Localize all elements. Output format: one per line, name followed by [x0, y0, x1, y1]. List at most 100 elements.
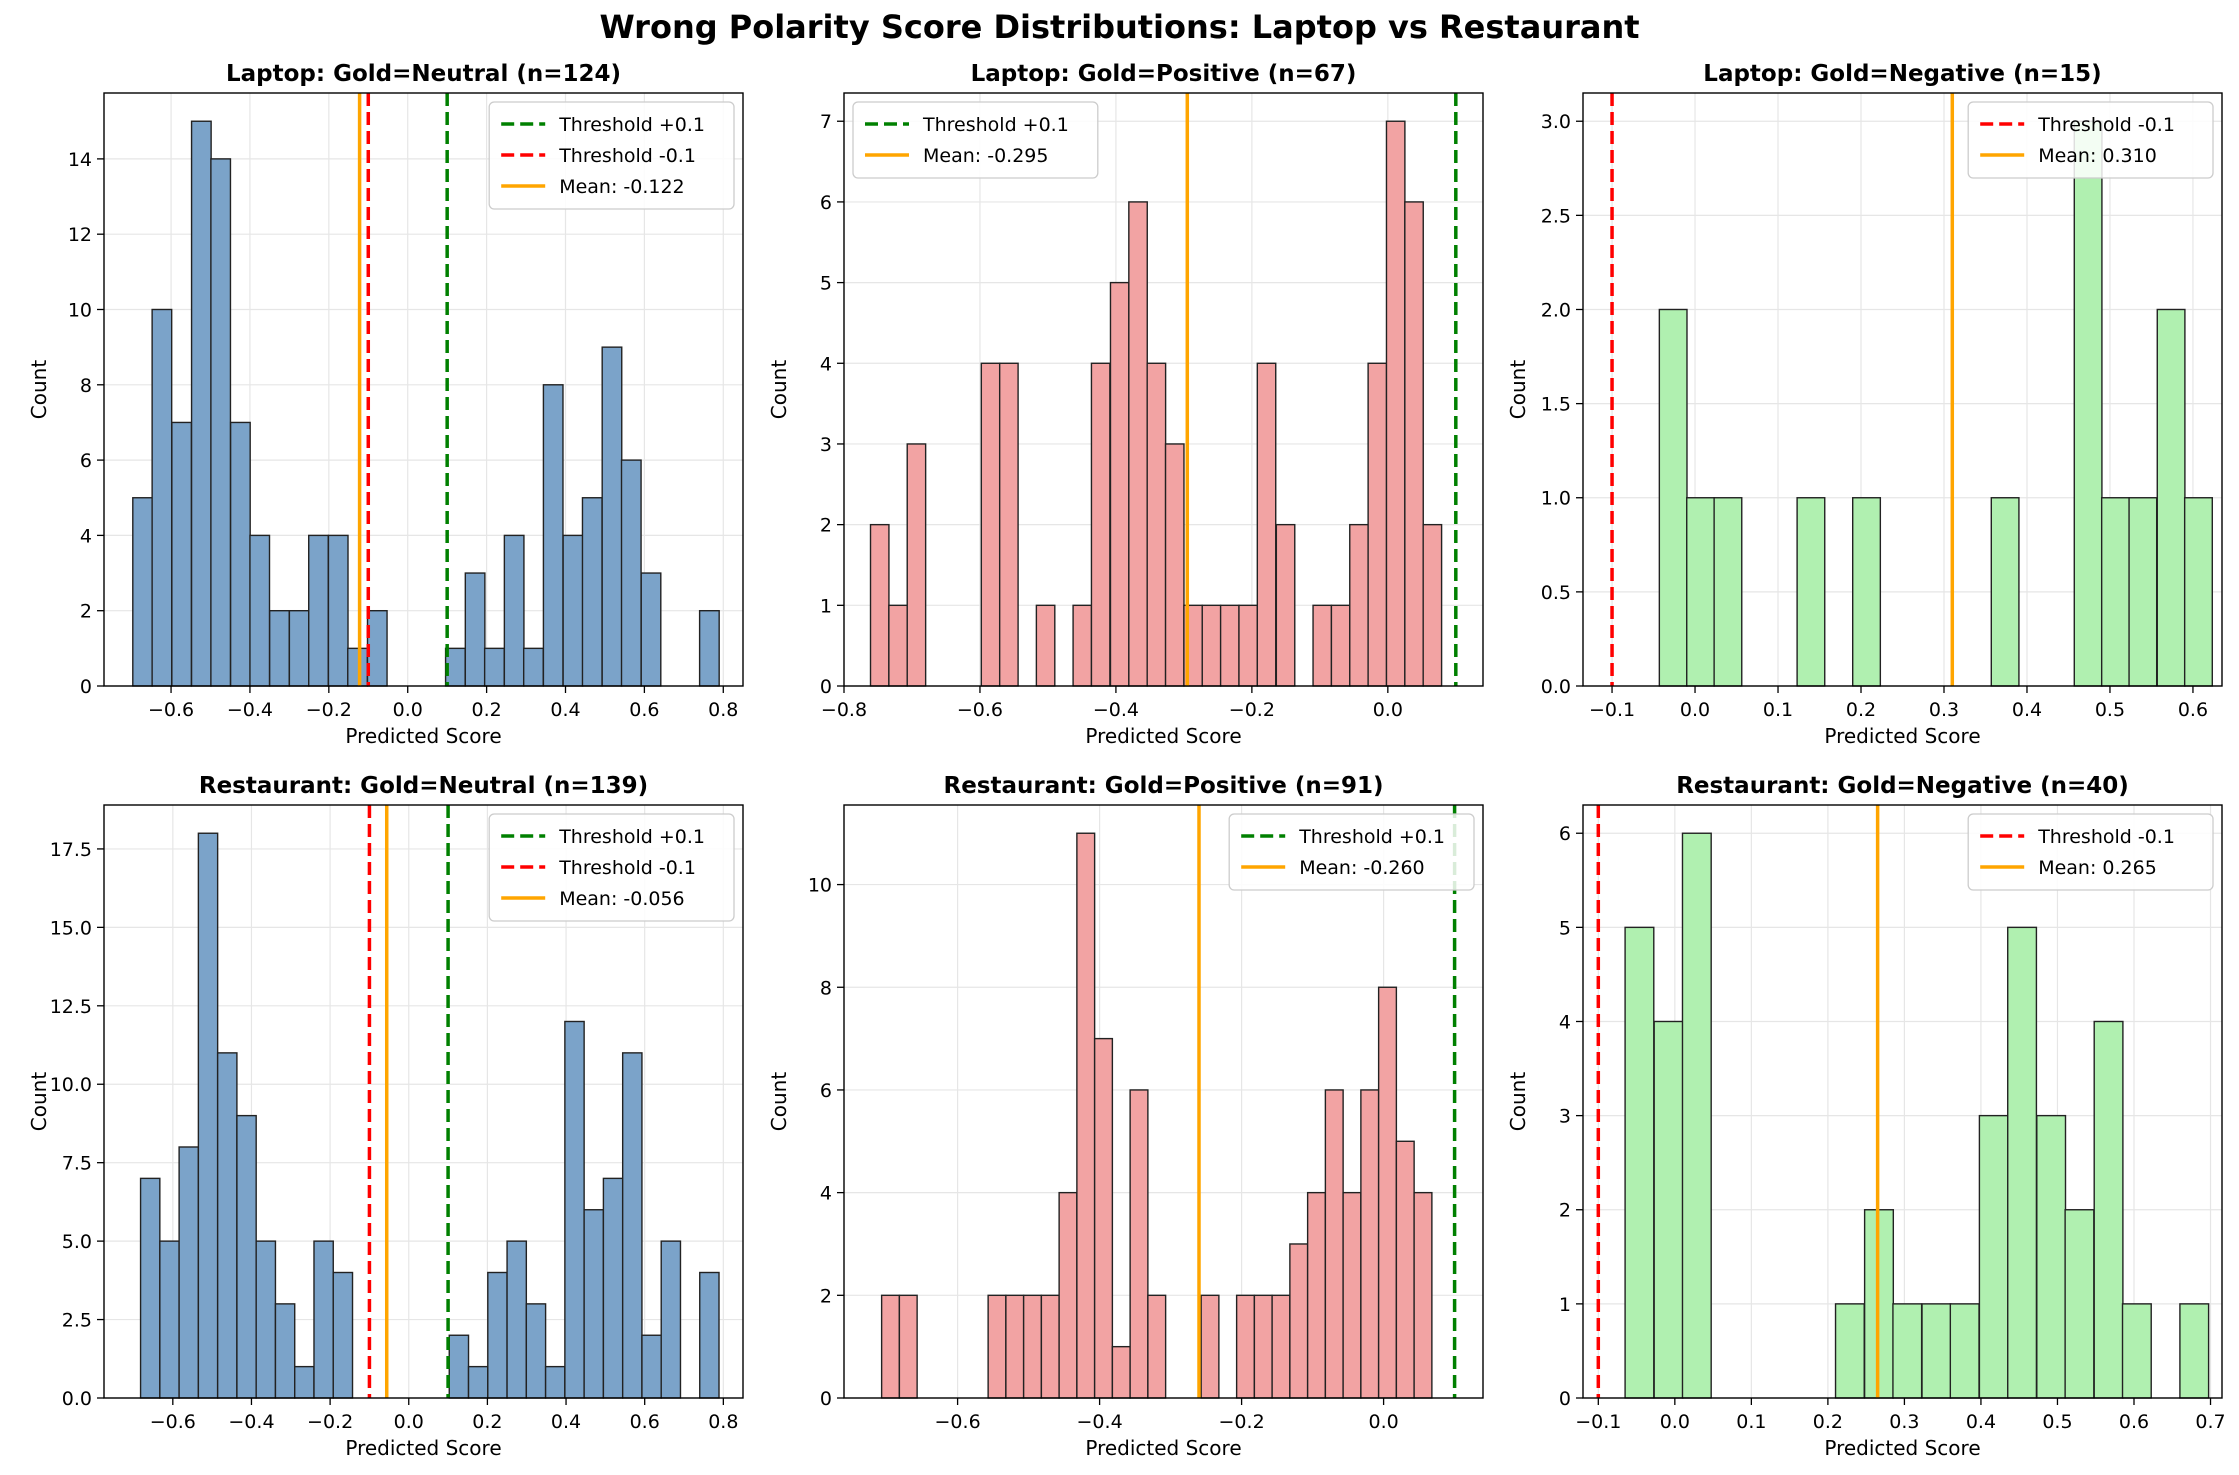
y-tick-label: 1 [1559, 1294, 1571, 1316]
subplot-3: −0.1 0.0 0.1 0.2 0.3 0.4 0.5 0.6 0.0 0.5 1.0 1.5 2.0… [1506, 61, 2223, 748]
histogram-bar [1289, 1243, 1309, 1399]
x-tick-label: 0.4 [550, 699, 580, 721]
axes-frame [843, 804, 1484, 1399]
histogram-bar [698, 609, 720, 687]
legend-label: Threshold +0.1 [558, 826, 705, 848]
histogram-bar [1921, 1303, 1952, 1399]
histogram-bar [190, 120, 212, 687]
histogram-bar [1624, 926, 1655, 1399]
subplot-5: −0.6 −0.4 −0.2 0.0 0 2 4 6 8 10 Restaurant: Gold=P… [767, 773, 1484, 1460]
y-tick-label: 4 [820, 1183, 832, 1205]
y-tick-label: 7 [820, 111, 832, 133]
x-tick-label: 0.6 [629, 699, 659, 721]
histogram-bar [581, 497, 603, 687]
histogram-bar [1852, 497, 1882, 687]
x-axis-label: Predicted Score [345, 724, 501, 748]
legend-label: Threshold -0.1 [558, 145, 696, 167]
y-tick-label: 1 [820, 595, 832, 617]
x-tick-label: −0.4 [227, 699, 273, 721]
histogram-bar [464, 572, 486, 687]
histogram-bar [255, 1240, 277, 1399]
histogram-bar [1201, 604, 1222, 687]
y-tick-label: 5.0 [62, 1231, 92, 1253]
x-tick-label: 0.6 [630, 1411, 660, 1433]
y-tick-label: 10 [68, 299, 92, 321]
legend-label: Mean: -0.056 [559, 888, 684, 910]
x-tick-label: −0.1 [1589, 699, 1635, 721]
histogram-bar [906, 443, 927, 687]
legend-box [1228, 813, 1475, 891]
x-axis-label: Predicted Score [1085, 724, 1241, 748]
subplot-6: −0.1 0.0 0.1 0.2 0.3 0.4 0.5 0.6 0.7 0 1 2 3 4 5 6 Resta… [1506, 773, 2226, 1460]
legend-label: Threshold -0.1 [558, 857, 696, 879]
x-tick-label: −0.6 [935, 1411, 981, 1433]
y-axis-label: Count [27, 1072, 51, 1132]
histogram-bar [888, 604, 908, 687]
histogram-bar [1312, 604, 1333, 687]
subplot-title: Restaurant: Gold=Negative (n=40) [1676, 773, 2129, 799]
histogram-bar [2121, 1303, 2152, 1399]
x-tick-label: 0.6 [2178, 699, 2208, 721]
x-tick-label: −0.2 [1229, 699, 1275, 721]
y-axis-label: Count [1506, 1072, 1530, 1132]
y-tick-label: 4 [80, 525, 92, 547]
histogram-bar [544, 1365, 566, 1399]
y-tick-label: 2 [80, 601, 92, 623]
y-tick-label: 8 [820, 977, 832, 999]
axes-frame [1582, 804, 2223, 1399]
legend-box [488, 813, 735, 922]
y-tick-label: 2.0 [1541, 299, 1571, 321]
histogram-bar [308, 534, 329, 687]
histogram-bar [620, 459, 642, 687]
histogram-bar [1990, 497, 2020, 687]
histogram-bar [1235, 1294, 1256, 1399]
histogram-bar [1058, 1191, 1078, 1399]
x-tick-label: 0.1 [1736, 1411, 1766, 1433]
y-axis-label: Count [1506, 360, 1530, 420]
legend-box [852, 101, 1099, 179]
axes-frame [1582, 92, 2223, 687]
histogram-bar [197, 832, 219, 1399]
y-axis-label: Count [27, 360, 51, 420]
legend: Threshold -0.1 Mean: 0.310 [1967, 101, 2214, 179]
x-tick-label: 0.0 [1373, 699, 1403, 721]
histogram-bar [2183, 497, 2213, 687]
x-tick-label: −0.6 [957, 699, 1003, 721]
x-tick-label: 0.8 [708, 699, 738, 721]
y-tick-label: 6 [80, 450, 92, 472]
histogram-bar [313, 1240, 334, 1399]
legend: Threshold +0.1 Mean: -0.295 [852, 101, 1099, 179]
y-tick-label: 12.5 [50, 996, 92, 1018]
y-tick-label: 0.0 [62, 1388, 92, 1410]
x-tick-label: −0.8 [821, 699, 867, 721]
histogram-bar [274, 1303, 296, 1399]
x-tick-label: 0.0 [1680, 699, 1710, 721]
x-tick-label: 0.5 [2095, 699, 2125, 721]
x-tick-label: 0.2 [472, 1411, 502, 1433]
legend-label: Threshold -0.1 [2037, 826, 2175, 848]
histogram-bar [869, 523, 890, 687]
histogram-bar [1147, 1294, 1167, 1399]
histogram-bar [1111, 1345, 1131, 1399]
histogram-bar [1076, 832, 1096, 1399]
histogram-bar [2100, 497, 2131, 687]
y-tick-label: 2.5 [62, 1310, 92, 1332]
histogram-bar [2179, 1303, 2210, 1399]
x-tick-label: 0.7 [2195, 1411, 2225, 1433]
histogram-bar [178, 1146, 200, 1399]
x-tick-label: 0.2 [1846, 699, 1876, 721]
subplot-title: Laptop: Gold=Neutral (n=124) [226, 61, 621, 87]
histogram-bar [327, 534, 349, 687]
legend: Threshold +0.1 Threshold -0.1 Mean: -0.122 [488, 101, 735, 210]
y-tick-label: 4 [1559, 1011, 1571, 1033]
histogram-bar [483, 647, 505, 687]
histogram-bar [2156, 308, 2186, 687]
histogram-bar [602, 1177, 624, 1399]
histogram-bar [1413, 1191, 1433, 1399]
histogram-bar [366, 609, 388, 687]
histogram-bar [1330, 604, 1351, 687]
y-tick-label: 10 [808, 875, 832, 897]
x-tick-label: −0.2 [307, 1411, 353, 1433]
legend-box [1967, 813, 2214, 891]
y-tick-label: 1.5 [1541, 394, 1571, 416]
